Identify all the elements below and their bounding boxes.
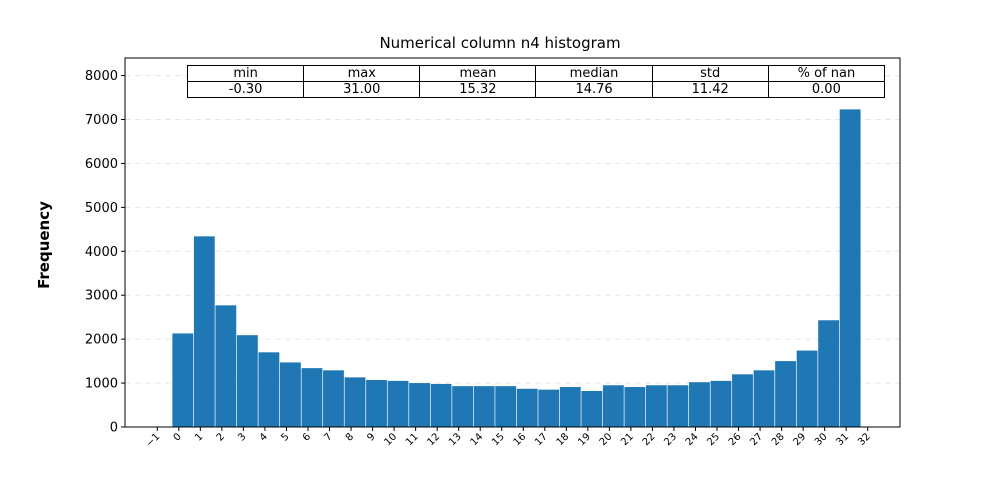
x-tick-label: 17 [533,431,550,448]
histogram-bar [215,305,237,427]
histogram-bar [409,383,431,427]
histogram-bar [624,387,646,427]
histogram-bar [796,350,818,427]
stats-header-min: min [186,65,305,82]
histogram-bar [689,382,710,427]
histogram-bar [732,374,753,427]
stats-header-std: std [651,65,769,82]
stats-header-row: min max mean median std % of nan [186,65,886,82]
x-tick-label: 11 [404,431,421,448]
histogram-bar [710,380,732,427]
histogram-bar [236,335,258,427]
x-tick-label: 19 [576,431,593,448]
histogram-bar [818,320,840,427]
x-tick-label: 9 [365,431,377,443]
histogram-bar [516,388,538,427]
x-tick-label: 25 [705,431,722,448]
histogram-bar [839,109,861,428]
histogram-bar [280,362,301,427]
histogram-bar [559,387,581,427]
histogram-bar [581,390,603,427]
x-tick-label: 5 [279,431,291,443]
x-tick-label: 0 [172,431,184,443]
histogram-bar [387,380,409,427]
histogram-bar [452,386,474,427]
y-axis-label: Frequency [35,201,53,289]
histogram-bar [473,386,495,427]
x-tick-label: 23 [662,431,679,448]
x-tick-label: 18 [555,431,572,448]
x-tick-label: 12 [425,431,442,448]
x-tick-label: 28 [770,431,787,448]
stats-header-max: max [303,65,421,82]
x-tick-label: 26 [727,431,744,448]
x-tick-label: 3 [236,431,248,443]
stats-value-mean: 15.32 [419,81,537,98]
x-tick-label: 6 [301,431,313,443]
histogram-bar [753,370,775,427]
y-tick-label: 8000 [85,69,118,84]
stats-header-median: median [535,65,653,82]
y-tick-label: 5000 [85,201,118,216]
y-tick-label: 4000 [85,245,118,260]
stats-header-mean: mean [419,65,537,82]
stats-header-nan: % of nan [767,65,886,82]
histogram-bar [193,236,215,427]
x-tick-label: 1 [193,431,205,443]
histogram-bar [301,368,323,427]
x-tick-label: 22 [641,431,658,448]
histogram-bar [645,385,667,427]
y-tick-label: 0 [110,421,118,436]
histogram-bar [366,379,387,427]
x-tick-label: 24 [684,431,701,448]
histogram-bar [495,386,517,427]
x-tick-label: 15 [490,431,507,448]
stats-value-max: 31.00 [303,81,421,98]
stats-value-min: -0.30 [186,81,305,98]
x-tick-label: 16 [512,431,529,448]
x-tick-label: 10 [382,431,399,448]
chart-title: Numerical column n4 histogram [379,34,621,52]
x-tick-label: 21 [619,431,636,448]
histogram-bar [430,383,452,427]
histogram-bar [602,385,624,427]
x-tick-label: 29 [791,431,808,448]
x-tick-label: 32 [856,431,873,448]
stats-table: min max mean median std % of nan -0.30 3… [186,65,886,98]
histogram-bar [667,385,689,427]
x-tick-label: 20 [598,431,615,448]
x-tick-label: 2 [215,431,227,443]
stats-value-std: 11.42 [651,81,769,98]
histogram-bar [323,370,344,427]
axes-frame [124,57,901,428]
x-tick-label: 13 [447,431,464,448]
x-tick-label: −1 [144,431,162,449]
x-tick-label: 27 [748,431,765,448]
y-tick-label: 2000 [85,333,118,348]
histogram-bar [344,377,366,427]
x-tick-label: 30 [813,431,830,448]
x-tick-label: 7 [322,431,334,443]
histogram-bar [258,352,280,427]
x-tick-label: 8 [344,431,356,443]
y-tick-label: 6000 [85,157,118,172]
x-tick-label: 4 [258,431,270,443]
x-tick-label: 31 [835,431,852,448]
x-tick-label: 14 [469,431,486,448]
histogram-bar [538,389,560,427]
histogram-bar [172,333,194,427]
y-tick-label: 3000 [85,289,118,304]
y-tick-label: 7000 [85,113,118,128]
stats-value-median: 14.76 [535,81,653,98]
y-tick-label: 1000 [85,377,118,392]
histogram-bar [775,361,796,427]
stats-value-row: -0.30 31.00 15.32 14.76 11.42 0.00 [186,81,886,98]
stats-value-nan: 0.00 [767,81,886,98]
